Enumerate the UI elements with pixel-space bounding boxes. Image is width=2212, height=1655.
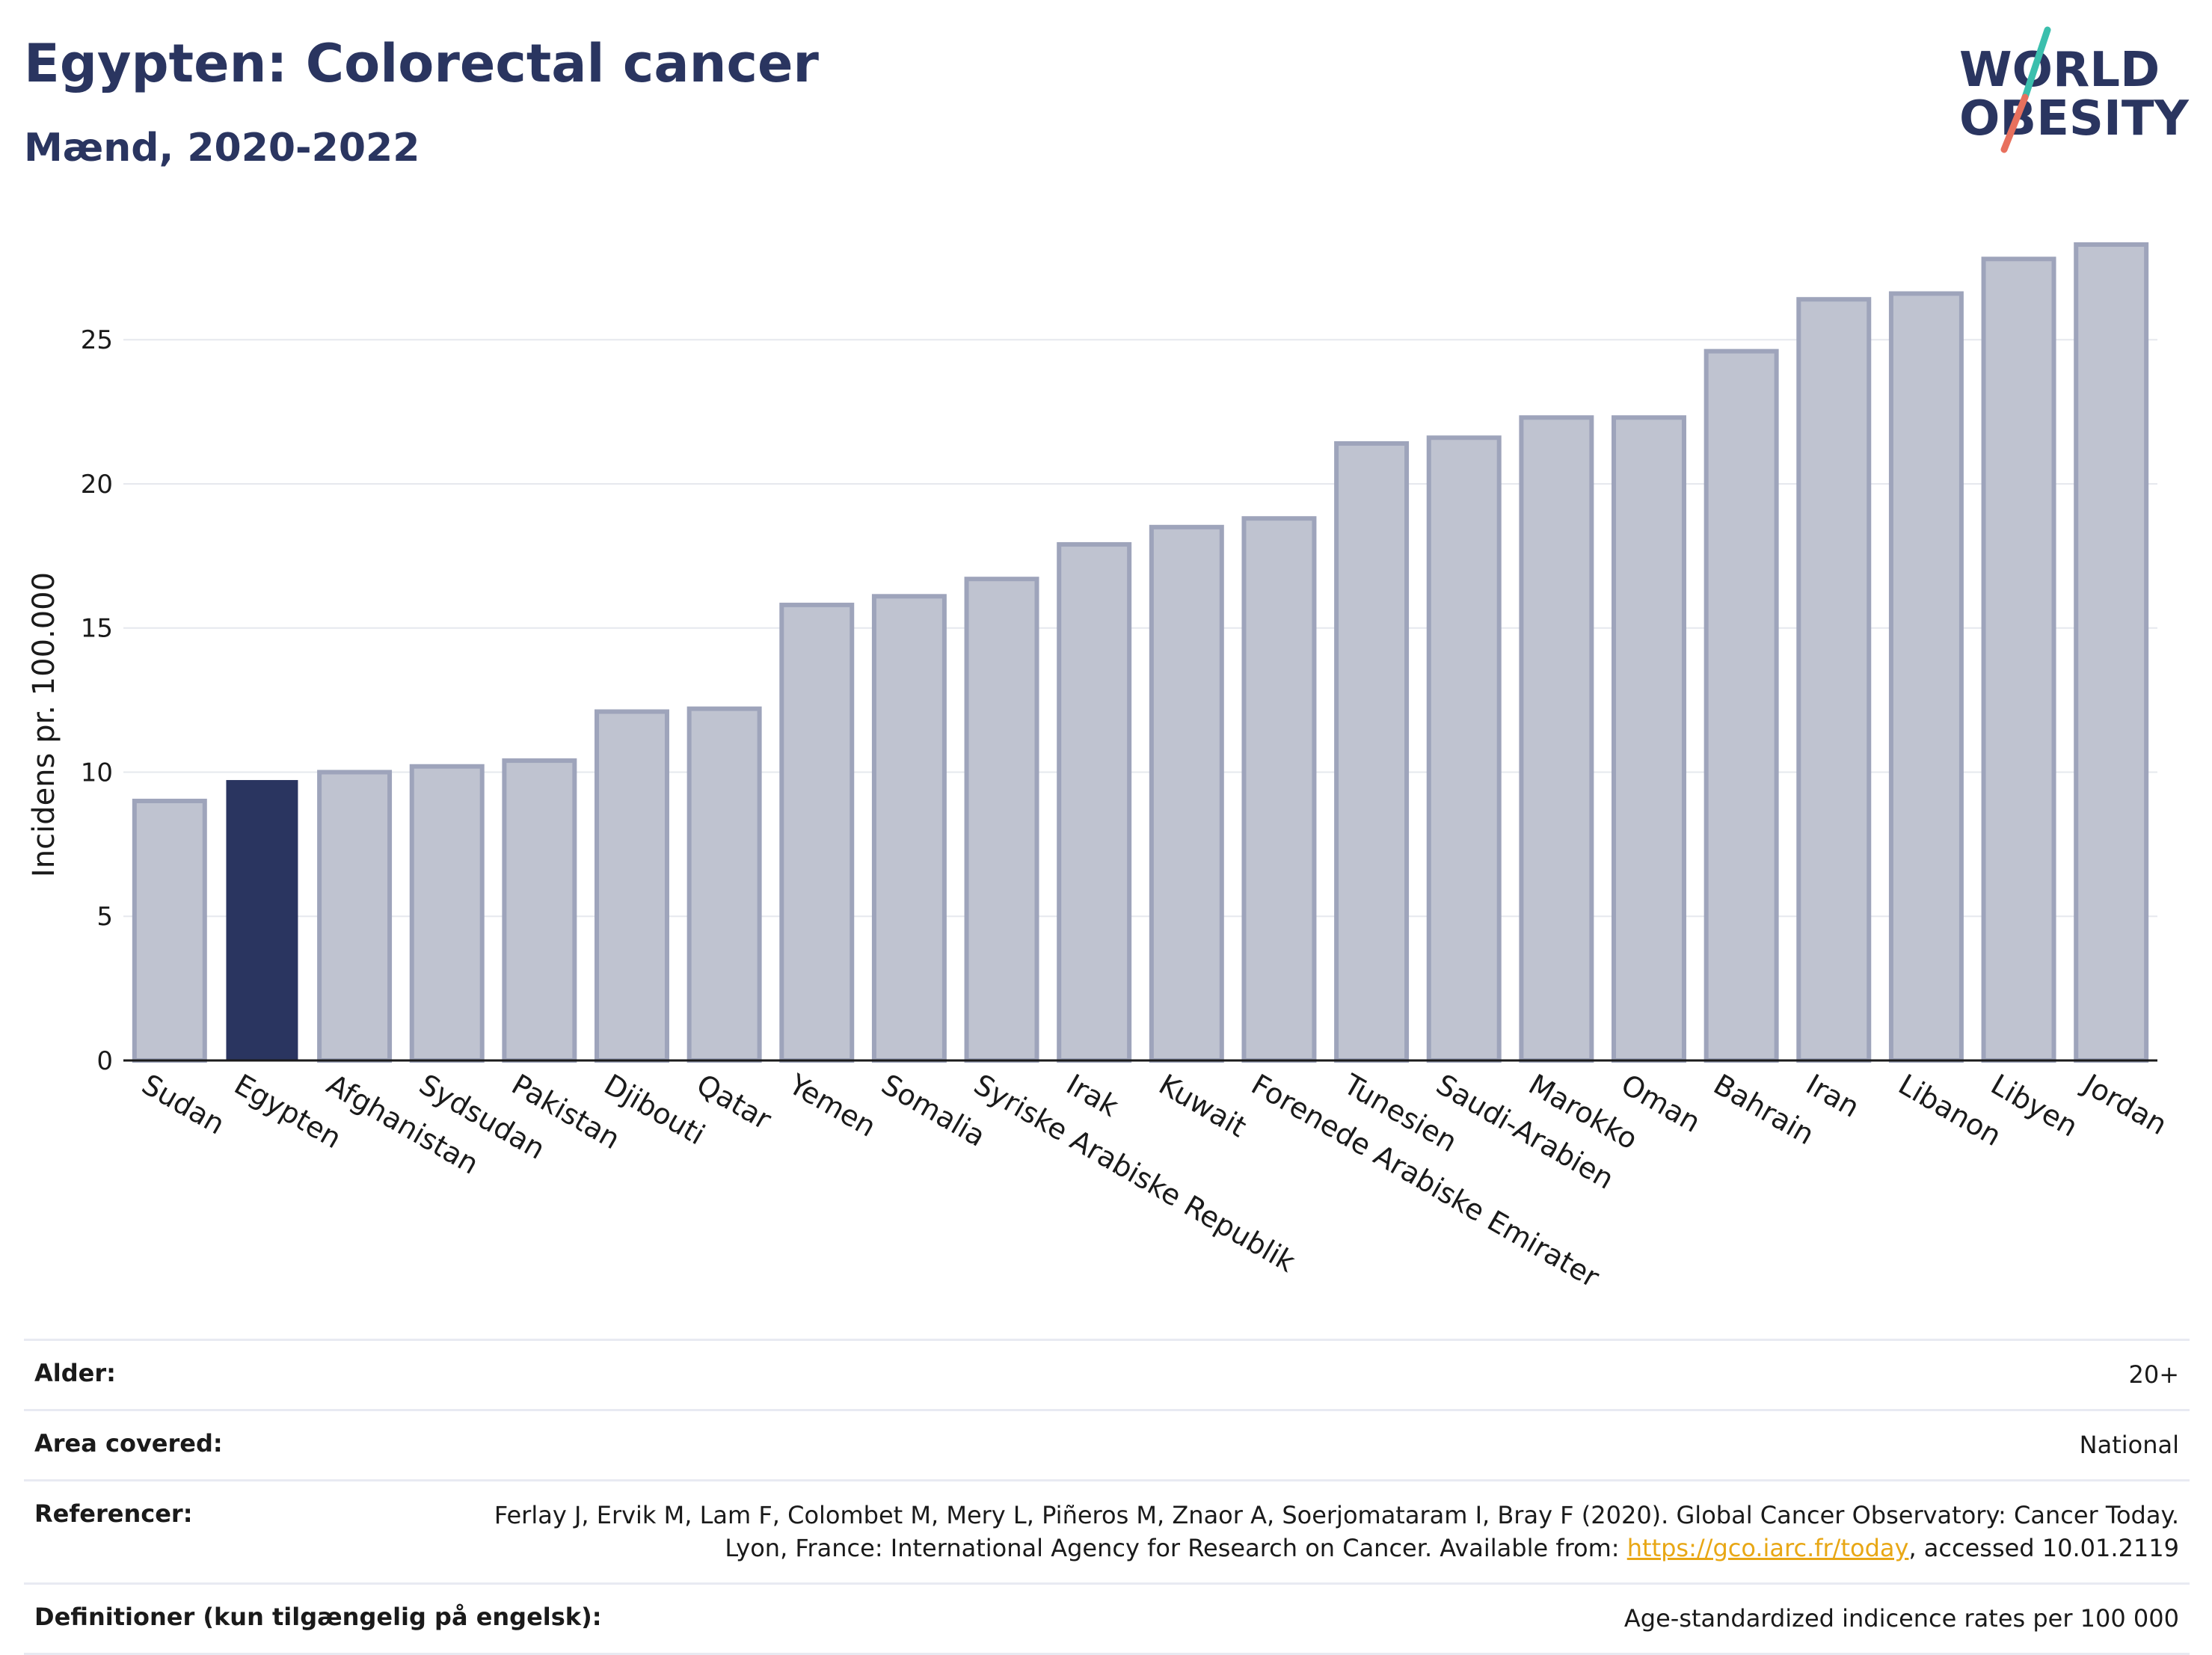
- bar: [1057, 541, 1132, 1063]
- bar: [409, 764, 485, 1063]
- bar: [1981, 257, 2056, 1063]
- meta-row-area: Area covered: National: [24, 1409, 2190, 1479]
- chart-subtitle: Mænd, 2020-2022: [24, 126, 420, 171]
- y-tick-label: 5: [96, 902, 113, 932]
- reference-link[interactable]: https://gco.iarc.fr/today: [1626, 1533, 1909, 1562]
- bar: [1241, 516, 1317, 1063]
- bar: [1334, 440, 1410, 1063]
- x-tick-label: Jordan: [2077, 1067, 2172, 1142]
- reference-text: Ferlay J, Ervik M, Lam F, Colombet M, Me…: [494, 1501, 2179, 1562]
- logo-slash-top: [2021, 26, 2051, 101]
- bar-layer: [132, 242, 2149, 1063]
- bar: [1703, 348, 1779, 1063]
- y-tick-label: 0: [96, 1046, 113, 1076]
- bar: [132, 799, 207, 1063]
- bar: [1612, 415, 1686, 1063]
- x-tick-label: Kuwait: [1153, 1068, 1252, 1144]
- x-tick-label: Yemen: [783, 1067, 882, 1143]
- meta-value-references: Ferlay J, Ervik M, Lam F, Colombet M, Me…: [474, 1499, 2179, 1564]
- bar: [686, 706, 762, 1063]
- x-tick-label: Bahrain: [1708, 1068, 1819, 1152]
- logo-text-obesity: OBESITY: [1959, 91, 2189, 147]
- y-tick-label: 10: [81, 758, 113, 787]
- bar-highlight: [226, 780, 298, 1061]
- bar: [779, 602, 855, 1063]
- meta-key-area: Area covered:: [34, 1429, 223, 1458]
- x-tick-label: Libanon: [1893, 1068, 2006, 1152]
- x-tick-label: Iran: [1801, 1068, 1865, 1124]
- y-tick-label: 25: [81, 325, 113, 355]
- reference-accessed: , accessed 10.01.2119: [1908, 1533, 2179, 1562]
- bar: [964, 577, 1039, 1063]
- bar: [1519, 415, 1594, 1063]
- bar: [1796, 297, 1872, 1063]
- bar: [2074, 242, 2149, 1063]
- y-tick-label: 20: [81, 470, 113, 500]
- meta-row-age: Alder: 20+: [24, 1339, 2190, 1409]
- meta-value-definitions: Age-standardized indicence rates per 100…: [1623, 1603, 2179, 1633]
- logo-text-world: WORLD: [1959, 43, 2160, 98]
- meta-row-definitions: Definitioner (kun tilgængelig på engelsk…: [24, 1582, 2190, 1655]
- bar: [1888, 291, 1964, 1063]
- bar: [871, 594, 947, 1063]
- meta-value-age: 20+: [2128, 1360, 2179, 1389]
- x-tick-label: Sudan: [136, 1068, 230, 1141]
- y-axis-label: Incidens pr. 100.000: [27, 572, 61, 877]
- bar: [502, 758, 577, 1063]
- bar: [595, 709, 669, 1063]
- world-obesity-logo: WORLD OBESITY: [1959, 26, 2189, 153]
- meta-key-references: Referencer:: [34, 1499, 193, 1529]
- bar-chart: 0510152025SudanEgyptenAfghanistanSydsuda…: [27, 242, 2172, 1294]
- meta-row-references: Referencer: Ferlay J, Ervik M, Lam F, Co…: [24, 1479, 2190, 1582]
- chart-title: Egypten: Colorectal cancer: [24, 33, 819, 94]
- bar: [317, 770, 393, 1063]
- meta-value-area: National: [2079, 1431, 2179, 1460]
- bar: [1426, 435, 1502, 1063]
- meta-key-age: Alder:: [34, 1359, 116, 1387]
- meta-key-definitions: Definitioner (kun tilgængelig på engelsk…: [34, 1602, 602, 1631]
- x-tick-label: Irak: [1061, 1068, 1124, 1123]
- x-tick-label: Egypten: [229, 1068, 347, 1155]
- y-tick-label: 15: [81, 614, 113, 644]
- x-tick-label: Somalia: [876, 1068, 991, 1153]
- metadata-table: Alder: 20+ Area covered: National Refere…: [24, 1339, 2190, 1655]
- bar: [1149, 524, 1224, 1063]
- x-tick-label: Syriske Arabiske Republik: [968, 1068, 1300, 1279]
- logo-slash-bottom: [2000, 93, 2029, 153]
